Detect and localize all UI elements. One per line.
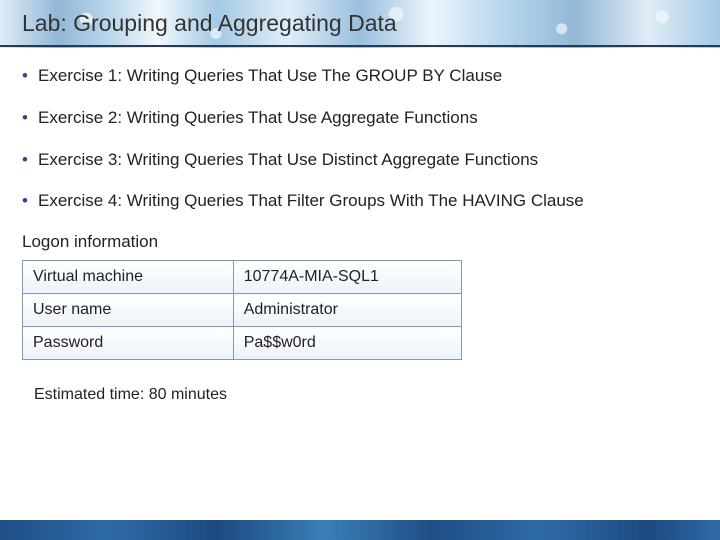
list-item: Exercise 1: Writing Queries That Use The… [22, 65, 698, 87]
exercise-list: Exercise 1: Writing Queries That Use The… [22, 65, 698, 212]
table-row: Password Pa$$w0rd [23, 327, 462, 360]
estimated-time: Estimated time: 80 minutes [22, 386, 698, 404]
footer-band [0, 520, 720, 540]
slide-content: Exercise 1: Writing Queries That Use The… [0, 47, 720, 404]
table-row: Virtual machine 10774A-MIA-SQL1 [23, 261, 462, 294]
page-title: Lab: Grouping and Aggregating Data [0, 0, 720, 47]
logon-table: Virtual machine 10774A-MIA-SQL1 User nam… [22, 260, 462, 360]
table-cell-value: 10774A-MIA-SQL1 [233, 261, 461, 294]
logon-label: Logon information [22, 232, 698, 252]
table-cell-value: Administrator [233, 294, 461, 327]
table-cell-key: Password [23, 327, 234, 360]
list-item: Exercise 3: Writing Queries That Use Dis… [22, 149, 698, 171]
table-row: User name Administrator [23, 294, 462, 327]
table-cell-key: Virtual machine [23, 261, 234, 294]
table-cell-value: Pa$$w0rd [233, 327, 461, 360]
list-item: Exercise 4: Writing Queries That Filter … [22, 190, 698, 212]
list-item: Exercise 2: Writing Queries That Use Agg… [22, 107, 698, 129]
table-cell-key: User name [23, 294, 234, 327]
